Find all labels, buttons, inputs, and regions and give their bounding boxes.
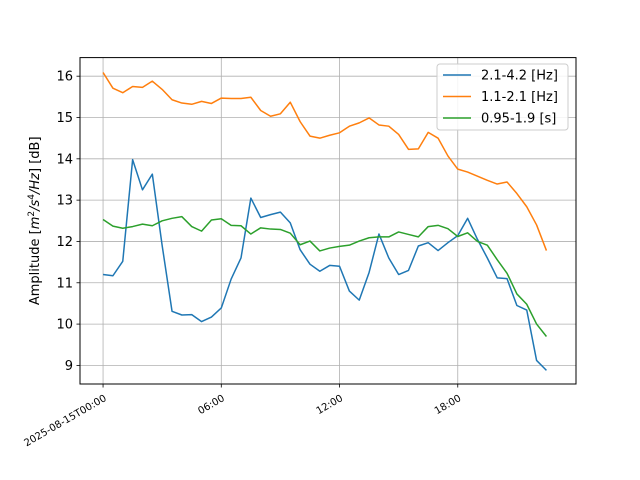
plot-frame bbox=[79, 57, 577, 385]
y-tick-label: 13 bbox=[56, 194, 73, 209]
y-tick-label: 16 bbox=[56, 70, 73, 85]
y-tick-label: 9 bbox=[65, 359, 73, 374]
series-line-2 bbox=[102, 215, 548, 337]
series-line-0 bbox=[102, 158, 547, 371]
legend-label: 0.95-1.9 [s] bbox=[481, 112, 556, 127]
y-tick-label: 12 bbox=[56, 235, 73, 250]
y-tick-label: 15 bbox=[56, 111, 73, 126]
y-tick-label: 10 bbox=[56, 318, 73, 333]
y-axis-ticks: 9 10 11 12 13 14 15 16 bbox=[56, 70, 80, 374]
series-lines bbox=[102, 72, 548, 371]
legend: 2.1-4.2 [Hz] 1.1-2.1 [Hz] 0.95-1.9 [s] bbox=[436, 63, 569, 131]
y-axis-label: Amplitude [m2/s4/Hz] [dB] bbox=[27, 136, 43, 305]
y-tick-label: 14 bbox=[56, 152, 73, 167]
y-tick-label: 11 bbox=[56, 276, 73, 291]
legend-label: 1.1-2.1 [Hz] bbox=[481, 90, 558, 105]
legend-label: 2.1-4.2 [Hz] bbox=[481, 69, 558, 84]
series-line-1 bbox=[102, 72, 548, 251]
legend-box bbox=[436, 63, 569, 131]
